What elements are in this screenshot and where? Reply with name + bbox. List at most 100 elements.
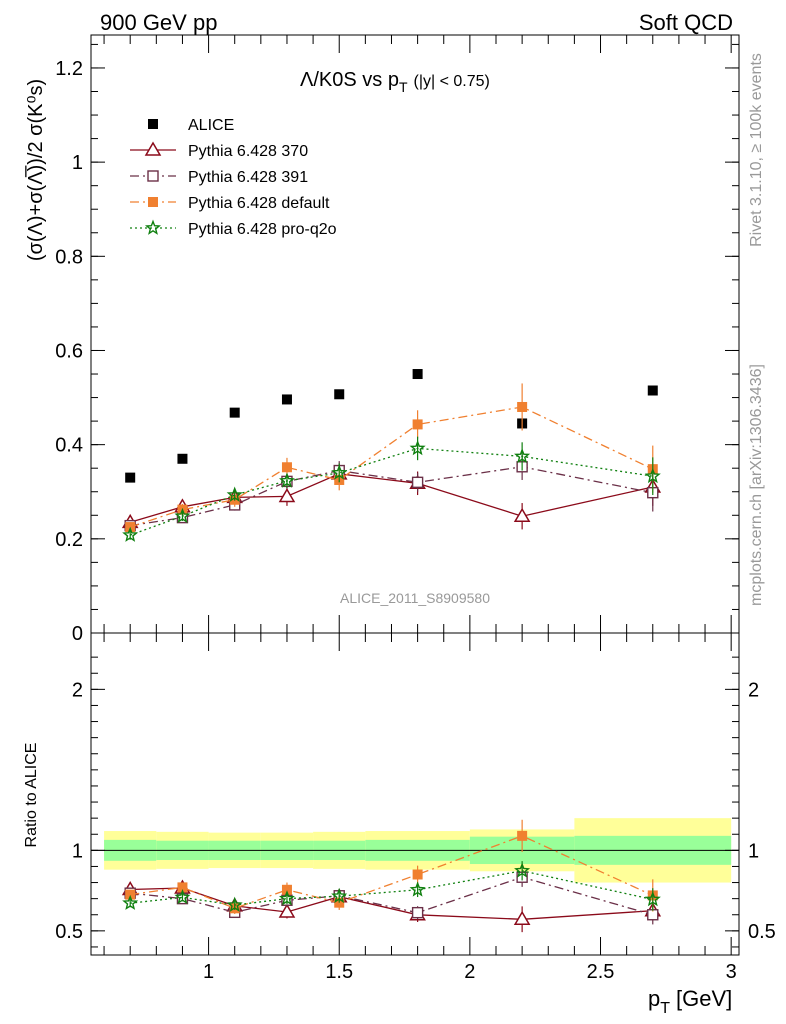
x-axis-label: pT [GeV]: [648, 986, 732, 1017]
ratio-data-point: [174, 888, 191, 905]
legend: ALICE Pythia 6.428 370 Pythia 6.428 391 Pyt…: [130, 117, 337, 238]
ratio-data-point: [644, 891, 661, 907]
ratio-data-point: [226, 896, 243, 912]
main-data-point: [513, 507, 531, 522]
x-tick-label: 2.5: [587, 961, 615, 983]
ratio-data-point: [278, 903, 296, 918]
x-tick-label: 3: [726, 961, 737, 983]
main-data-point: [517, 401, 528, 412]
ratio-y-tick-label-right: 1: [748, 840, 759, 862]
main-data-point: [644, 467, 661, 484]
main-series-line: [130, 473, 653, 523]
ratio-plot-frame: [90, 632, 740, 956]
legend-entry: Pythia 6.428 pro-q2o: [130, 219, 337, 238]
ratio-data-point: [411, 906, 424, 919]
legend-marker: [144, 219, 162, 235]
main-plot-title: Λ/K0S vs pT (|y| < 0.75): [300, 69, 490, 95]
main-data-point: [281, 462, 292, 473]
ratio-y-axis-label: Ratio to ALICE: [23, 743, 40, 848]
main-data-point: [174, 507, 191, 524]
main-y-tick-label: 0.4: [55, 435, 83, 457]
main-title-text: Λ/K0S vs p: [300, 69, 399, 91]
main-series-2: [124, 453, 659, 532]
main-data-point: [229, 407, 240, 418]
main-series-line: [129, 406, 654, 528]
main-data-point: [122, 526, 139, 542]
ratio-series-line: [130, 835, 654, 909]
ratio-data-point: [122, 894, 139, 910]
legend-marker: [148, 197, 158, 207]
legend-label: Pythia 6.428 370: [188, 143, 308, 160]
main-title-subscript: T: [399, 79, 408, 95]
ratio-series-3: [122, 861, 661, 912]
x-tick-label: 1: [203, 961, 214, 983]
main-y-axis-label: (σ(Λ)+σ(Λ̅))/2 σ(K⁰s): [24, 79, 47, 261]
legend-label: Pythia 6.428 pro-q2o: [188, 221, 337, 238]
main-y-tick-label: 0.2: [55, 529, 83, 551]
ratio-data-point: [514, 862, 531, 878]
legend-marker: [147, 170, 159, 182]
main-title-cut: (|y| < 0.75): [414, 73, 490, 90]
analysis-watermark: ALICE_2011_S8909580: [340, 590, 490, 606]
main-data-point: [281, 394, 292, 405]
legend-entry: Pythia 6.428 default: [130, 195, 330, 212]
legend-entry: Pythia 6.428 370: [130, 141, 308, 160]
main-data-point: [331, 464, 348, 480]
main-data-point: [226, 486, 243, 502]
ratio-data-point: [125, 889, 136, 900]
x-tick-label: 1.5: [325, 961, 353, 983]
main-data-point: [412, 369, 423, 380]
main-data-point: [514, 447, 531, 464]
ratio-series-line: [130, 876, 653, 916]
legend-marker: [144, 141, 162, 156]
ratio-data-point: [412, 869, 423, 880]
main-data-point: [412, 419, 423, 430]
ratio-y-tick-label-right: 0.5: [748, 921, 776, 943]
header-right-label: Soft QCD: [639, 10, 733, 35]
main-data-point: [177, 453, 188, 464]
main-data-point: [334, 389, 345, 400]
main-series-0: [125, 369, 658, 483]
x-axis-label-unit: [GeV]: [676, 986, 732, 1011]
main-series-3: [125, 383, 658, 533]
ratio-y-tick-label-left: 1: [72, 840, 83, 862]
ratio-y-tick-label-left: 2: [72, 679, 83, 701]
ratio-y-tick-label-right: 2: [748, 679, 759, 701]
ratio-series-0: [121, 879, 662, 933]
main-data-point: [411, 476, 424, 489]
main-y-tick-label: 0.6: [55, 340, 83, 362]
main-data-point: [125, 472, 136, 483]
ratio-data-point: [331, 887, 348, 904]
ratio-data-point: [517, 830, 528, 841]
legend-label: Pythia 6.428 391: [188, 169, 308, 186]
main-y-tick-label: 0: [72, 623, 83, 645]
x-axis-label-subscript: T: [660, 1000, 670, 1017]
header-left-label: 900 GeV pp: [100, 10, 217, 35]
legend-label: Pythia 6.428 default: [188, 195, 330, 212]
rivet-version-label: Rivet 3.1.10, ≥ 100k events: [748, 53, 765, 247]
x-tick-label: 2: [464, 961, 475, 983]
legend-entry: Pythia 6.428 391: [130, 169, 308, 186]
main-data-point: [279, 472, 295, 488]
ratio-data-point: [409, 881, 426, 897]
ratio-y-tick-label-left: 0.5: [55, 921, 83, 943]
main-data-point: [278, 487, 296, 503]
legend-label: ALICE: [188, 117, 234, 134]
main-y-tick-label: 1: [72, 152, 83, 174]
main-series-line: [130, 466, 653, 527]
main-series-1: [121, 464, 662, 530]
main-y-tick-label: 1.2: [55, 58, 83, 80]
ratio-data-point: [281, 884, 292, 895]
main-plot-panel: 0 0.2 0.4 0.6 0.8 1 1.2 Λ/K0S vs pT (|y| < 0.75…: [24, 34, 740, 645]
main-data-point: [409, 439, 426, 456]
ratio-data-point: [177, 882, 188, 893]
ratio-series-line: [130, 870, 653, 906]
legend-marker: [148, 119, 158, 129]
main-data-point: [647, 385, 658, 396]
source-label: mcplots.cern.ch [arXiv:1306.3436]: [748, 364, 765, 606]
main-series-4: [122, 436, 661, 542]
legend-entry: ALICE: [148, 117, 234, 134]
main-series-line: [129, 447, 653, 536]
x-axis-label-main: p: [648, 986, 660, 1011]
